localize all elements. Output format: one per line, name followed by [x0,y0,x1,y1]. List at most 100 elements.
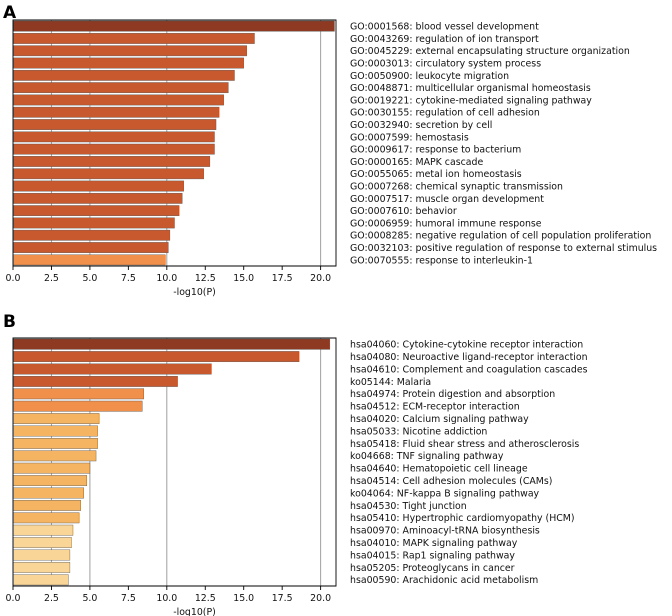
bar-4 [12,57,244,69]
bar-2 [12,33,255,44]
panel-b-bars [12,338,331,586]
bar-15 [12,192,183,204]
x-tick-label-1: 0.0 [6,273,21,284]
term-label-5: hsa04974: Protein digestion and absorpti… [350,389,555,400]
bar-7 [12,413,100,425]
bar-3 [12,363,212,375]
bar-7 [12,94,224,106]
term-label-13: ko04064: NF-kappa B signaling pathway [350,488,540,499]
x-tick-label-2: 2.5 [44,273,59,284]
bar-6 [12,400,143,412]
bar-20 [12,574,69,586]
bar-9 [12,119,217,130]
panel-a-x-ticks: 0.0 2.5 5.0 7.5 10.0 12.5 15.0 17.5 20.0 [6,266,331,284]
bar-18 [12,229,171,241]
bar-17 [12,537,72,549]
term-label-12: GO:0000165: MAPK cascade [350,157,483,168]
term-label-20: GO:0070555: response to interleukin-1 [350,255,533,266]
x-tick-label-6: 12.5 [195,273,216,284]
term-label-6: GO:0048871: multicellular organismal hom… [350,83,591,94]
bar-16 [12,205,180,217]
bar-10 [12,450,97,462]
term-label-7: GO:0019221: cytokine-mediated signaling … [350,95,592,106]
term-label-19: GO:0032103: positive regulation of respo… [350,243,657,254]
term-label-5: GO:0050900: leukocyte migration [350,71,509,82]
bar-8 [12,106,220,118]
bar-15 [12,512,80,524]
term-label-13: GO:0055065: metal ion homeostasis [350,169,522,180]
bar-1 [12,20,335,32]
term-label-14: hsa04530: Tight junction [350,501,467,512]
term-label-11: hsa04640: Hematopoietic cell lineage [350,464,528,475]
bar-14 [12,180,184,192]
x-tick-label-4: 7.5 [121,593,136,604]
panel-a-letter: A [3,3,17,23]
panel-b-x-ticks: 0.0 2.5 5.0 7.5 10.0 12.5 15.0 17.5 20.0 [6,586,331,604]
term-label-19: hsa05205: Proteoglycans in cancer [350,563,515,574]
bar-11 [12,462,91,474]
bar-13 [12,487,84,499]
term-label-8: hsa05033: Nicotine addiction [350,426,487,437]
x-tick-label-9: 20.0 [310,273,331,284]
term-label-15: hsa05410: Hypertrophic cardiomyopathy (H… [350,513,575,524]
bar-13 [12,168,204,180]
bar-12 [12,156,211,167]
x-tick-label-3: 5.0 [82,273,97,284]
term-label-10: ko04668: TNF signaling pathway [350,451,504,462]
x-tick-label-4: 7.5 [121,273,136,284]
term-label-2: GO:0043269: regulation of ion transport [350,34,539,45]
term-label-1: GO:0001568: blood vessel development [350,22,539,33]
term-label-17: hsa04010: MAPK signaling pathway [350,538,518,549]
term-label-4: GO:0003013: circulatory system process [350,58,541,69]
bar-2 [12,351,300,363]
bar-20 [12,254,166,266]
x-tick-label-9: 20.0 [310,593,331,604]
bar-9 [12,437,98,449]
x-tick-label-2: 2.5 [44,593,59,604]
bar-1 [12,338,331,350]
term-label-7: hsa04020: Calcium signaling pathway [350,414,529,425]
term-label-2: hsa04080: Neuroactive ligand-receptor in… [350,352,588,363]
x-tick-label-8: 17.5 [272,273,293,284]
bar-3 [12,45,247,57]
panel-b: B hsa04060: Cytokine-cytokine receptor i… [3,312,588,616]
bar-4 [12,375,178,387]
term-label-10: GO:0007599: hemostasis [350,132,469,143]
panel-a-grid [50,20,322,266]
x-tick-label-7: 15.0 [233,273,254,284]
bar-5 [12,388,144,400]
panel-a-x-axis-label: -log10(P) [173,287,216,298]
term-label-12: hsa04514: Cell adhesion molecules (CAMs) [350,476,552,487]
term-label-9: GO:0032940: secretion by cell [350,120,492,131]
x-tick-label-3: 5.0 [82,593,97,604]
term-label-9: hsa05418: Fluid shear stress and atheros… [350,439,579,450]
panel-b-letter: B [3,312,16,332]
term-label-15: GO:0007517: muscle organ development [350,194,544,205]
bar-18 [12,549,71,561]
x-tick-label-7: 15.0 [233,593,254,604]
panel-a-bars [12,20,335,266]
term-label-18: hsa04015: Rap1 signaling pathway [350,550,515,561]
term-label-11: GO:0009617: response to bacterium [350,145,521,156]
term-label-17: GO:0006959: humoral immune response [350,218,542,229]
bar-14 [12,499,81,511]
x-tick-label-5: 10.0 [156,273,177,284]
panel-a-term-labels: GO:0001568: blood vessel developmentGO:0… [350,22,657,267]
bar-6 [12,82,229,94]
bar-8 [12,425,98,437]
panel-a: A GO:0001568: blood vessel developmentGO… [3,3,657,298]
term-label-16: hsa00970: Aminoacyl-tRNA biosynthesis [350,526,540,537]
term-label-3: GO:0045229: external encapsulating struc… [350,46,630,57]
bar-12 [12,475,88,487]
bar-16 [12,524,74,536]
term-label-8: GO:0030155: regulation of cell adhesion [350,108,540,119]
panel-b-x-axis-label: -log10(P) [173,607,216,616]
bar-17 [12,217,175,229]
bar-19 [12,561,71,573]
term-label-20: hsa00590: Arachidonic acid metabolism [350,575,538,586]
panel-a-axes [12,19,337,267]
bar-10 [12,131,215,143]
x-tick-label-6: 12.5 [195,593,216,604]
bar-5 [12,69,235,81]
